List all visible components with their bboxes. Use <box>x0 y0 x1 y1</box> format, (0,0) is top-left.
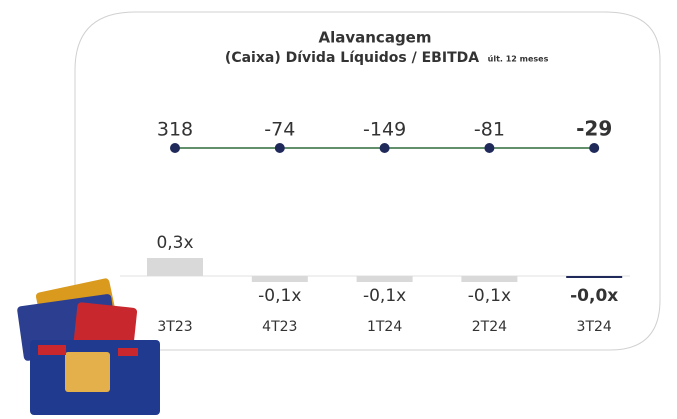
bar <box>252 276 308 282</box>
chart: Alavancagem (Caixa) Dívida Líquidos / EB… <box>0 0 677 419</box>
debt-dot <box>170 143 180 153</box>
debt-label: -74 <box>264 119 295 141</box>
x-tick-label: 2T24 <box>472 319 507 335</box>
bar <box>461 276 517 282</box>
debt-label: -29 <box>576 117 612 141</box>
x-tick-label: 1T24 <box>367 319 402 335</box>
chart-title: Alavancagem <box>318 29 431 47</box>
debt-label: -81 <box>474 119 505 141</box>
debt-dot <box>275 143 285 153</box>
bar-label: -0,1x <box>468 286 511 306</box>
bar <box>566 276 622 278</box>
bar <box>357 276 413 282</box>
debt-dot <box>380 143 390 153</box>
bar-label: 0,3x <box>156 233 193 253</box>
x-tick-label: 3T24 <box>577 319 612 335</box>
debt-dot <box>484 143 494 153</box>
bar-label: -0,1x <box>363 286 406 306</box>
debt-dot <box>589 143 599 153</box>
subtitle-note: últ. 12 meses <box>488 55 549 64</box>
x-tick-label: 3T23 <box>157 319 192 335</box>
debt-label: -149 <box>363 119 406 141</box>
bar-label: -0,1x <box>258 286 301 306</box>
x-tick-label: 4T23 <box>262 319 297 335</box>
debt-label: 318 <box>157 119 193 141</box>
bar <box>147 258 203 276</box>
bar-label: -0,0x <box>570 286 618 306</box>
product-image <box>17 278 160 415</box>
chart-subtitle: (Caixa) Dívida Líquidos / EBITDA <box>225 50 479 66</box>
